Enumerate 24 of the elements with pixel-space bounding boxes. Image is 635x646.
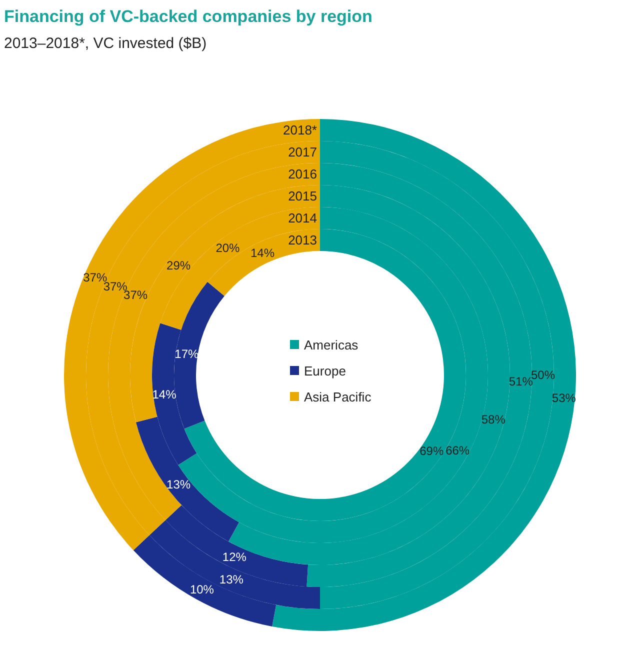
data-label: 58% bbox=[481, 412, 506, 427]
slice-label: 2013 bbox=[288, 232, 317, 248]
data-label: 66% bbox=[446, 444, 470, 458]
legend-label: Europe bbox=[304, 364, 346, 378]
data-label: 10% bbox=[190, 582, 214, 597]
slice-label: 2015 bbox=[288, 188, 317, 204]
data-label: 29% bbox=[166, 258, 191, 272]
data-label: 13% bbox=[219, 572, 244, 587]
slice-label: 2017 bbox=[288, 144, 317, 160]
data-label: 13% bbox=[166, 478, 191, 492]
data-label: 14% bbox=[152, 388, 177, 402]
slice-label: 2018* bbox=[283, 122, 317, 138]
slice-label: 2014 bbox=[288, 210, 317, 226]
chart-subtitle: 2013–2018*, VC invested ($B) bbox=[4, 35, 207, 52]
data-label: 14% bbox=[250, 246, 275, 260]
data-label: 69% bbox=[420, 444, 444, 458]
chart-title: Financing of VC-backed companies by region bbox=[4, 7, 372, 26]
legend-label: Americas bbox=[304, 338, 359, 352]
data-label: 20% bbox=[216, 240, 240, 255]
legend-label: Asia Pacific bbox=[304, 390, 372, 404]
data-label: 17% bbox=[174, 346, 199, 361]
data-label: 12% bbox=[222, 550, 247, 564]
slice-label: 2016 bbox=[288, 166, 317, 182]
data-label: 50% bbox=[530, 368, 556, 382]
